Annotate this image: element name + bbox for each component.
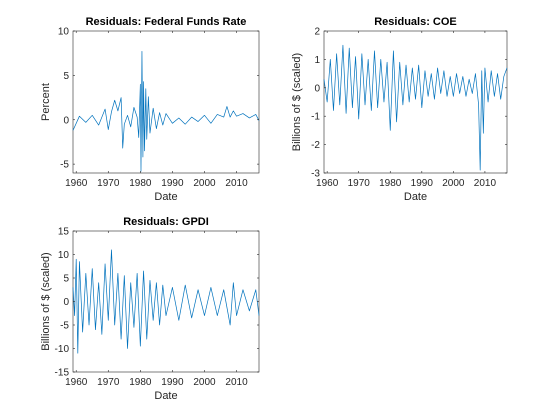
y-tick-label: 0	[63, 297, 69, 308]
x-tick-label: 2000	[442, 178, 465, 189]
y-tick-label: 0	[63, 115, 69, 126]
x-tick-label: 1980	[379, 178, 402, 189]
plot-frame-1	[72, 30, 260, 174]
x-tick-label: 1980	[129, 377, 152, 388]
x-axis-label-2: Date	[404, 191, 427, 203]
x-tick-label: 1970	[348, 178, 371, 189]
y-tick-label: -1	[311, 112, 320, 123]
x-tick-label: 1960	[65, 178, 88, 189]
series-line-3-1	[72, 249, 260, 354]
x-tick-label: 1990	[161, 178, 184, 189]
plot-frame-2	[323, 30, 508, 174]
y-axis-label-2: Billions of $ (scaled)	[291, 53, 303, 151]
y-tick-label: 5	[63, 71, 69, 82]
plot-frame-3	[72, 230, 260, 373]
x-axis-label-1: Date	[154, 191, 177, 203]
x-tick-label: 2010	[225, 377, 248, 388]
chart-title-3: Residuals: GPDI	[123, 216, 209, 228]
y-tick-label: -5	[60, 321, 69, 332]
y-tick-label: 5	[63, 274, 69, 285]
y-tick-label: 1	[314, 55, 320, 66]
series-line-2-1	[323, 44, 508, 171]
x-tick-label: 1990	[411, 178, 434, 189]
x-tick-label: 1990	[161, 377, 184, 388]
x-tick-label: 1970	[97, 377, 120, 388]
y-tick-label: -5	[60, 160, 69, 171]
y-tick-label: -2	[311, 140, 320, 151]
x-tick-label: 1970	[97, 178, 120, 189]
y-tick-label: 10	[58, 250, 70, 261]
y-tick-label: 2	[314, 27, 320, 38]
y-tick-label: -10	[55, 344, 70, 355]
x-tick-label: 2000	[193, 178, 216, 189]
y-tick-label: -15	[55, 368, 70, 379]
x-tick-label: 2000	[193, 377, 216, 388]
x-tick-label: 1960	[65, 377, 88, 388]
chart-title-1: Residuals: Federal Funds Rate	[86, 16, 247, 28]
y-axis-label-3: Billions of $ (scaled)	[40, 252, 52, 350]
x-tick-label: 1960	[316, 178, 339, 189]
y-tick-label: 0	[314, 83, 320, 94]
x-tick-label: 1980	[129, 178, 152, 189]
x-axis-label-3: Date	[154, 390, 177, 402]
y-tick-label: 10	[58, 27, 70, 38]
series-line-1-1	[72, 51, 260, 172]
y-tick-label: 15	[58, 227, 70, 238]
chart-title-2: Residuals: COE	[374, 16, 457, 28]
y-axis-label-1: Percent	[40, 83, 52, 121]
x-tick-label: 2010	[225, 178, 248, 189]
y-tick-label: -3	[311, 169, 320, 180]
x-tick-label: 2010	[474, 178, 497, 189]
